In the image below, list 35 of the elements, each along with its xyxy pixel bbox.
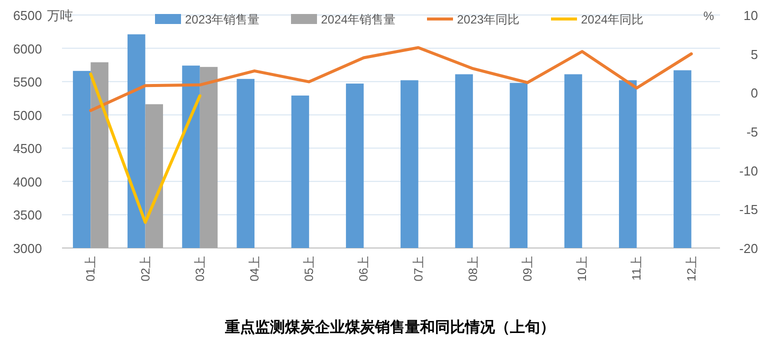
legend-label: 2023年同比 (457, 12, 520, 26)
y2-tick-label: 5 (750, 46, 758, 62)
y-tick-label: 4000 (13, 174, 42, 190)
x-tick-label: 09上 (520, 256, 535, 282)
x-tick-label: 10上 (575, 256, 590, 282)
y2-tick-label: 10 (744, 8, 758, 23)
y-tick-label: 6500 (13, 8, 42, 23)
line-series (89, 46, 693, 112)
y2-tick-label: -10 (739, 163, 758, 178)
y2-axis-title: % (703, 9, 714, 23)
y-tick-label: 3500 (13, 208, 42, 223)
y-tick-label: 4500 (13, 141, 42, 156)
y2-tick-label: -15 (739, 202, 758, 218)
legend-label: 2024年同比 (581, 12, 644, 26)
x-tick-label: 01上 (84, 256, 98, 282)
y-tick-label: 6000 (13, 41, 42, 56)
y-tick-label: 3000 (13, 241, 42, 256)
text: 重点监测煤炭企业煤炭销售量和同比情况（上旬） (224, 319, 555, 336)
x-tick-label: 11上 (630, 256, 644, 280)
x-tick-label: 05上 (302, 256, 316, 282)
y-tick-label: 5500 (13, 74, 42, 90)
y2-tick-label: -5 (746, 124, 758, 140)
y-axis-title: 万吨 (47, 8, 73, 23)
x-tick-label: 02上 (138, 256, 152, 282)
y2-tick-label: -20 (739, 241, 758, 256)
y2-tick-label: 0 (750, 86, 758, 101)
x-tick-label: 08上 (466, 256, 480, 282)
y-tick-label: 5000 (13, 108, 42, 123)
legend-label: 2024年销售量 (321, 12, 396, 26)
x-tick-label: 12上 (684, 256, 698, 282)
x-tick-label: 07上 (411, 256, 426, 282)
x-tick-label: 06上 (356, 256, 371, 282)
legend-label: 2023年销售量 (185, 12, 260, 26)
x-tick-label: 03上 (192, 256, 207, 282)
x-tick-label: 04上 (247, 256, 262, 282)
